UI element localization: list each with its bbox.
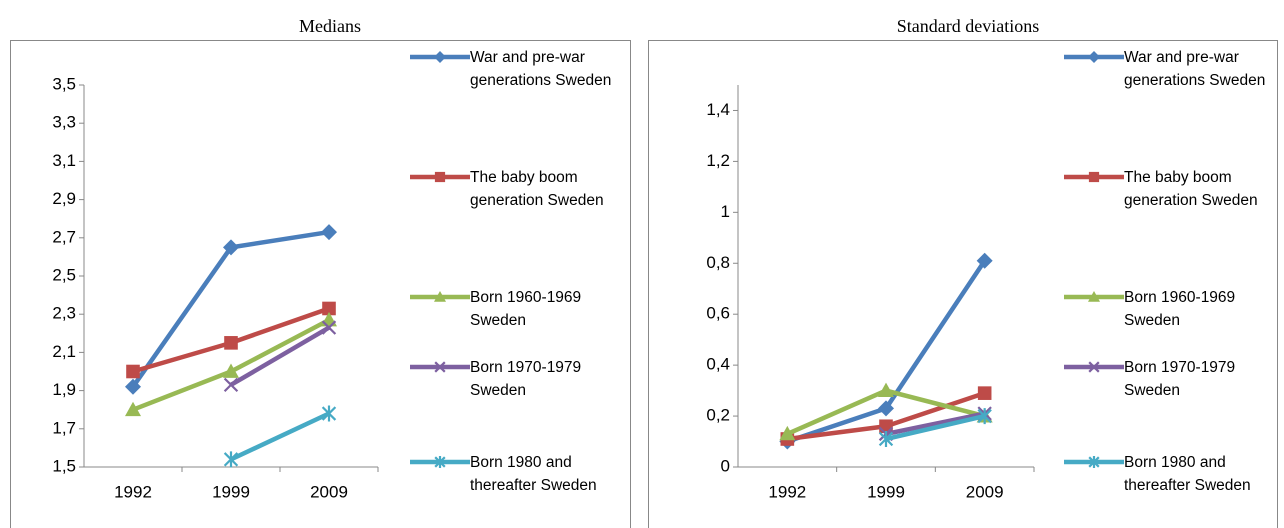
y-tick-label: 0 [721, 456, 730, 475]
y-tick-label: 2,3 [52, 304, 76, 323]
legend-swatch [410, 51, 470, 63]
y-tick-label: 3,1 [52, 151, 76, 170]
legend-label: Born 1980 and thereafter Sweden [1124, 454, 1251, 494]
x-tick-label: 1999 [867, 482, 905, 501]
legend-entry: Born 1960-1969 Sweden [1064, 286, 1274, 332]
legend-marker [1088, 291, 1100, 302]
data-point [125, 378, 141, 395]
legend-swatch [1064, 171, 1124, 183]
data-point [223, 451, 239, 468]
chart-title: Medians [299, 16, 361, 36]
legend-entry: War and pre-war generations Sweden [410, 46, 620, 92]
x-tick-label: 1992 [768, 482, 806, 501]
data-point [321, 224, 337, 241]
data-point [321, 405, 337, 422]
data-point [322, 301, 336, 316]
y-tick-label: 1,5 [52, 456, 76, 475]
legend-marker [1088, 51, 1100, 63]
legend-label: Born 1960-1969 Sweden [470, 289, 582, 329]
legend-swatch [410, 361, 470, 373]
y-tick-label: 3,3 [52, 113, 76, 132]
y-tick-label: 3,5 [52, 74, 76, 93]
series-line [229, 325, 331, 387]
y-tick-label: 2,7 [52, 227, 76, 246]
data-point [223, 363, 239, 378]
legend-swatch [410, 171, 470, 183]
y-tick-label: 0,2 [706, 406, 730, 425]
legend-marker [1088, 456, 1100, 468]
y-tick-label: 1,2 [706, 151, 730, 170]
x-tick-label: 1999 [212, 482, 250, 501]
legend-entry: Born 1980 and thereafter Sweden [1064, 451, 1274, 497]
y-tick-label: 2,1 [52, 342, 76, 361]
legend-marker [434, 361, 446, 373]
legend-label: Born 1980 and thereafter Sweden [470, 454, 597, 494]
series-line [885, 413, 986, 442]
data-point [878, 382, 894, 397]
data-point [878, 400, 894, 417]
legend-swatch [1064, 456, 1124, 468]
legend-swatch [1064, 291, 1124, 302]
x-tick-label: 2009 [310, 482, 348, 501]
chart-frame [10, 40, 631, 528]
legend-label: Born 1970-1979 Sweden [470, 359, 582, 399]
y-tick-label: 1,9 [52, 380, 76, 399]
y-tick-label: 0,4 [706, 355, 730, 374]
legend-marker [1088, 171, 1100, 183]
data-point [779, 425, 796, 441]
legend-swatch [1064, 361, 1124, 373]
legend-swatch [1064, 51, 1124, 63]
y-tick-label: 2,5 [52, 265, 76, 284]
y-tick-label: 1,4 [706, 100, 730, 119]
x-tick-label: 1992 [114, 482, 152, 501]
series-line [885, 411, 986, 437]
data-point [223, 239, 239, 256]
legend-marker [434, 51, 446, 63]
legend-entry: Born 1960-1969 Sweden [410, 286, 620, 332]
y-tick-label: 2,9 [52, 189, 76, 208]
data-point [223, 377, 239, 393]
legend-label: The baby boom generation Sweden [1124, 169, 1258, 209]
legend-entry: The baby boom generation Sweden [1064, 166, 1274, 212]
legend-label: War and pre-war generations Sweden [1124, 49, 1266, 89]
y-tick-label: 0,8 [706, 253, 730, 272]
data-point [126, 364, 140, 379]
legend-entry: Born 1970-1979 Sweden [1064, 356, 1274, 402]
legend-swatch [410, 291, 470, 302]
data-point [224, 336, 238, 350]
legend-label: Born 1970-1979 Sweden [1124, 359, 1236, 399]
legend-label: War and pre-war generations Sweden [470, 49, 612, 89]
y-tick-label: 1 [721, 202, 730, 221]
legend-entry: Born 1980 and thereafter Sweden [410, 451, 620, 497]
data-point [976, 252, 993, 269]
legend-marker [1088, 361, 1100, 373]
legend-swatch [410, 456, 470, 468]
chart-frame [648, 40, 1278, 528]
chart-title: Standard deviations [897, 16, 1039, 36]
legend-label: The baby boom generation Sweden [470, 169, 604, 209]
data-point [977, 386, 992, 400]
legend-marker [434, 171, 446, 183]
data-point [878, 430, 894, 447]
legend-marker [434, 456, 446, 468]
legend-entry: Born 1970-1979 Sweden [410, 356, 620, 402]
y-tick-label: 0,6 [706, 304, 730, 323]
legend-entry: War and pre-war generations Sweden [1064, 46, 1274, 92]
data-point [125, 401, 141, 417]
series-line [230, 411, 330, 462]
y-tick-label: 1,7 [52, 418, 76, 437]
legend-marker [434, 291, 446, 302]
legend-entry: The baby boom generation Sweden [410, 166, 620, 212]
data-point [321, 320, 337, 335]
x-tick-label: 2009 [966, 482, 1004, 501]
legend-label: Born 1960-1969 Sweden [1124, 289, 1236, 329]
data-point [977, 408, 992, 425]
